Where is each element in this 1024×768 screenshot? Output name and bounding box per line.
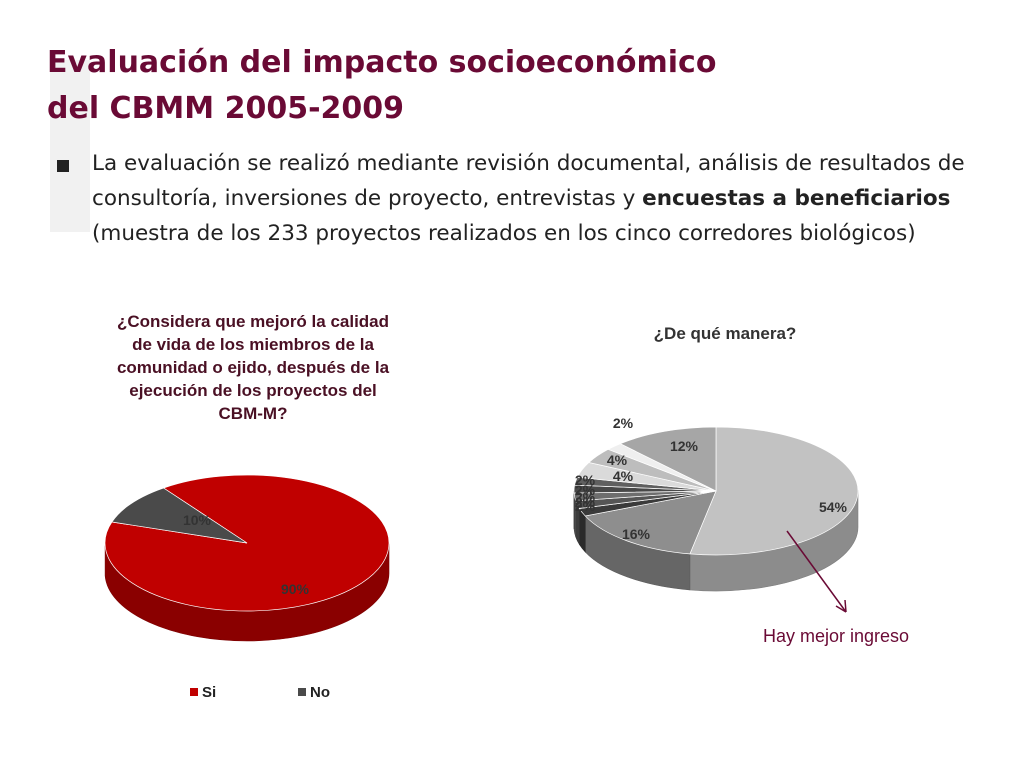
- chart-2-label-s8: 4%: [607, 452, 628, 468]
- chart-2-slice-s1: [689, 426, 859, 556]
- chart-2-label-s9: 4%: [613, 468, 634, 484]
- chart-1-label-no: 10%: [183, 512, 212, 528]
- chart-2-slice-s11: [619, 426, 717, 492]
- chart-2-label-s2: 16%: [622, 526, 651, 542]
- chart-1-label-si: 90%: [281, 581, 310, 597]
- annotation-arrow-line: [786, 530, 847, 613]
- chart-1-slice-no: [111, 487, 248, 544]
- slide-title-line-1: Evaluación del impacto socioeconómico: [47, 45, 717, 80]
- decorative-rectangle: [50, 60, 90, 232]
- legend-swatch-no: [298, 688, 306, 696]
- bullet-square-icon: [57, 160, 69, 172]
- chart-2-title: ¿De qué manera?: [653, 324, 797, 343]
- bullet-text-part-1: La evaluación se realizó mediante revisi…: [92, 151, 965, 211]
- chart-2-label-s3: 2%: [575, 472, 596, 488]
- legend-swatch-si: [190, 688, 198, 696]
- bullet-text-bold: encuestas a beneficiarios: [642, 186, 951, 211]
- bullet-text: La evaluación se realizó mediante revisi…: [92, 146, 982, 251]
- chart-2-slice-s2: [584, 490, 717, 555]
- chart-2-label-s6: 2%: [575, 494, 596, 510]
- chart-2-label-s5: 2%: [575, 489, 596, 505]
- chart-1-title: ¿Considera que mejoró la calidad de vida…: [116, 312, 390, 423]
- chart-2-label-s11: 12%: [670, 438, 699, 454]
- chart-2-label-s10: 2%: [613, 415, 634, 431]
- slide-title: Evaluación del impacto socioeconómico de…: [47, 40, 716, 132]
- chart-2-label-s1: 54%: [819, 499, 848, 515]
- chart-2-label-s7: 2%: [575, 498, 596, 514]
- slide-title-line-2: del CBMM 2005-2009: [47, 91, 405, 126]
- legend-label-no: No: [310, 684, 330, 701]
- annotation-arrow-head: [835, 599, 847, 613]
- bullet-text-part-2: (muestra de los 233 proyectos realizados…: [92, 221, 916, 246]
- annotation-hay-mejor-ingreso: Hay mejor ingreso: [763, 626, 909, 646]
- chart-2-label-s4: 2%: [575, 482, 596, 498]
- legend-label-si: Si: [202, 684, 216, 701]
